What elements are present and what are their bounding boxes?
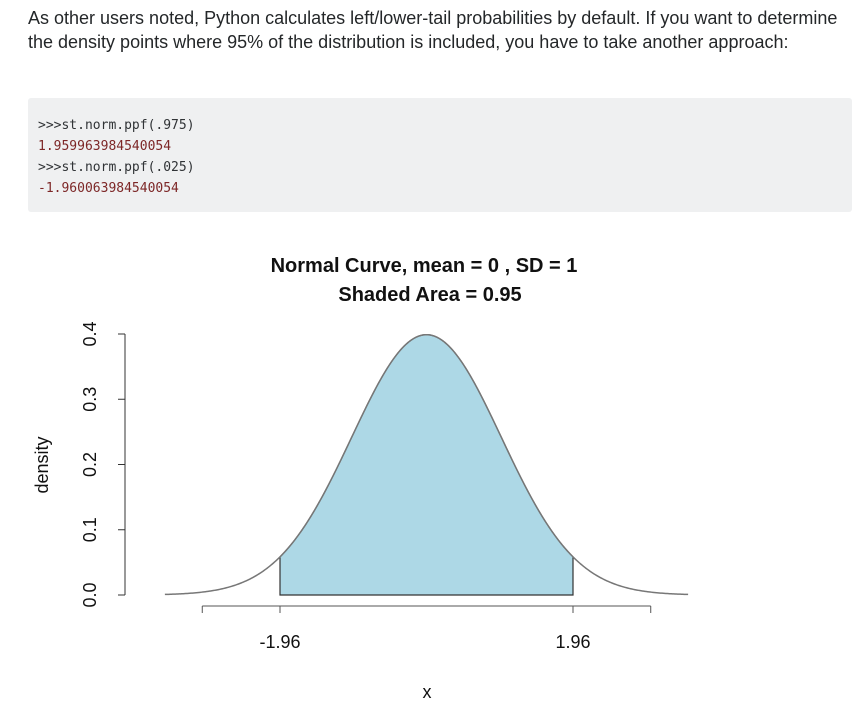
code-output-line: 1.959963984540054 [38,139,172,154]
code-output-line: -1.960063984540054 [38,181,179,196]
chart-subtitle: Shaded Area = 0.95 [338,284,521,306]
y-tick-label: 0.1 [80,517,100,542]
y-axis: 0.0 0.1 0.2 0.3 0.4 [80,321,126,608]
y-axis-label: density [32,436,52,493]
x-tick-label: -1.96 [259,632,300,652]
x-tick-label: 1.96 [555,632,590,652]
chart-title: Normal Curve, mean = 0 , SD = 1 [271,255,578,277]
x-axis: -1.96 1.96 [201,605,652,652]
y-tick-label: 0.0 [80,582,100,607]
code-block: >>>st.norm.ppf(.975) 1.959963984540054 >… [28,98,852,212]
y-tick-label: 0.3 [80,387,100,412]
code-line: >>>st.norm.ppf(.975) [38,118,195,133]
answer-paragraph: As other users noted, Python calculates … [28,8,838,52]
x-axis-label: x [423,682,432,702]
shaded-area [279,334,574,596]
plot-area [164,333,689,596]
y-tick-label: 0.2 [80,452,100,477]
normal-curve-chart: Normal Curve, mean = 0 , SD = 1 Shaded A… [32,255,689,702]
code-line: >>>st.norm.ppf(.025) [38,160,195,175]
y-tick-label: 0.4 [80,321,100,346]
density-curve [164,333,689,596]
